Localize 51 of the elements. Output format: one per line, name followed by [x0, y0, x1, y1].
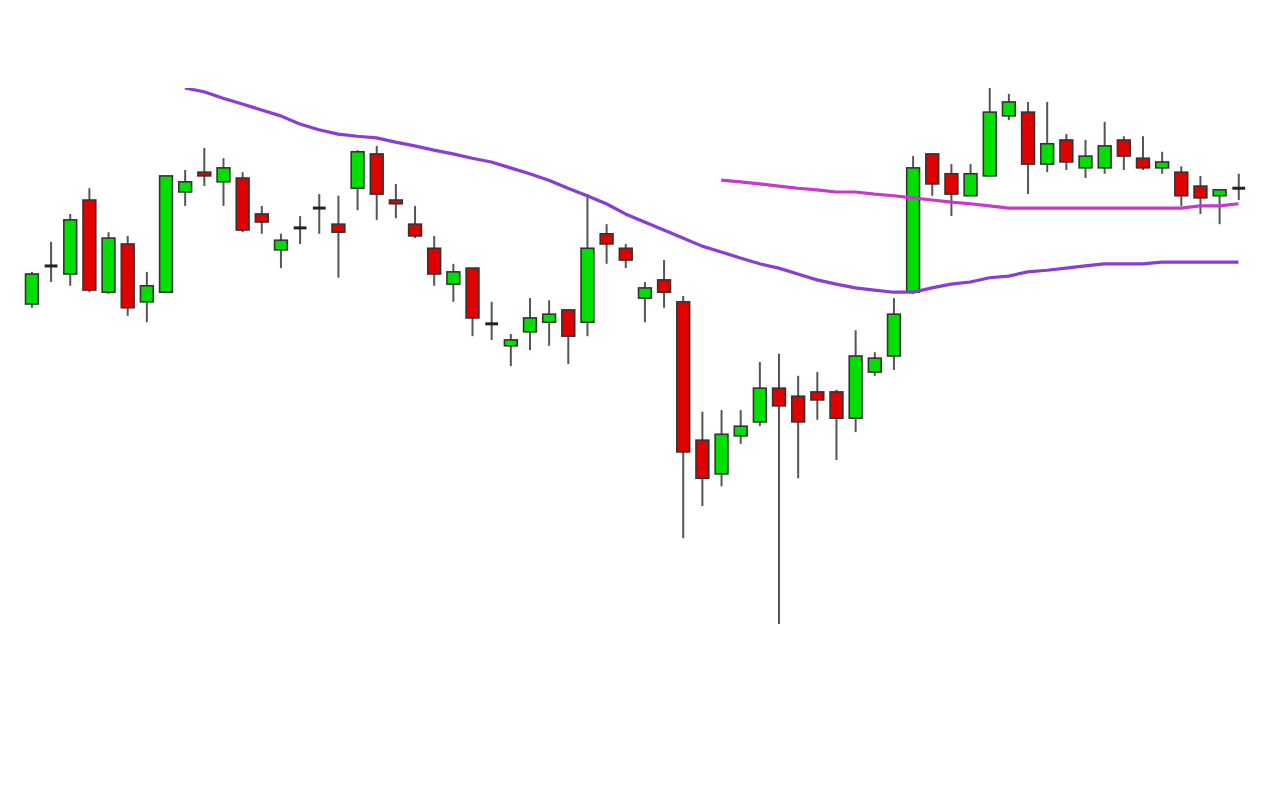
candlestick — [446, 262, 461, 303]
candlestick — [43, 240, 59, 284]
candlestick — [618, 242, 633, 270]
candlestick — [350, 149, 365, 212]
candlestick — [1040, 100, 1055, 174]
candlestick — [637, 281, 653, 324]
candlestick — [254, 204, 269, 235]
candlestick — [331, 194, 346, 279]
candlestick — [925, 152, 940, 197]
candlestick — [963, 163, 978, 197]
candlestick — [1135, 135, 1151, 172]
candlestick — [714, 409, 729, 488]
candlestick — [273, 232, 289, 270]
candlestick — [1174, 165, 1189, 207]
candlestick — [1212, 188, 1227, 226]
candlestick — [427, 234, 442, 287]
candlestick — [1230, 172, 1247, 202]
candlestick — [292, 215, 308, 245]
candlestick — [695, 410, 710, 508]
candlestick — [369, 144, 384, 221]
candlestick — [1078, 138, 1093, 180]
candlestick — [311, 193, 328, 235]
candlestick — [216, 157, 231, 207]
candlestick — [829, 388, 844, 461]
candlestick — [790, 374, 806, 480]
candlestick — [1001, 92, 1017, 122]
candlestick — [197, 147, 212, 188]
candlestick — [599, 223, 614, 265]
candlestick — [139, 270, 155, 324]
candlestick — [771, 352, 787, 624]
candlestick — [886, 297, 902, 371]
candlestick — [810, 371, 825, 421]
candlestick — [1097, 120, 1112, 175]
candlestick — [752, 360, 768, 428]
candlestick — [867, 351, 882, 377]
candlestick — [407, 204, 423, 240]
candlestick — [503, 333, 519, 368]
candlestick — [177, 169, 193, 207]
candlestick — [1116, 135, 1132, 172]
candlestick — [1193, 174, 1208, 215]
candlestick — [24, 270, 40, 309]
candlestick — [656, 259, 672, 309]
candlestick — [1154, 150, 1170, 175]
candlestick — [1059, 133, 1074, 172]
candlestick — [561, 308, 576, 366]
candlestick — [388, 182, 404, 220]
candlestick — [522, 297, 538, 352]
candlestick — [944, 163, 959, 218]
candlestick — [541, 299, 557, 347]
candlestick — [483, 300, 500, 341]
candlestick — [733, 409, 748, 445]
